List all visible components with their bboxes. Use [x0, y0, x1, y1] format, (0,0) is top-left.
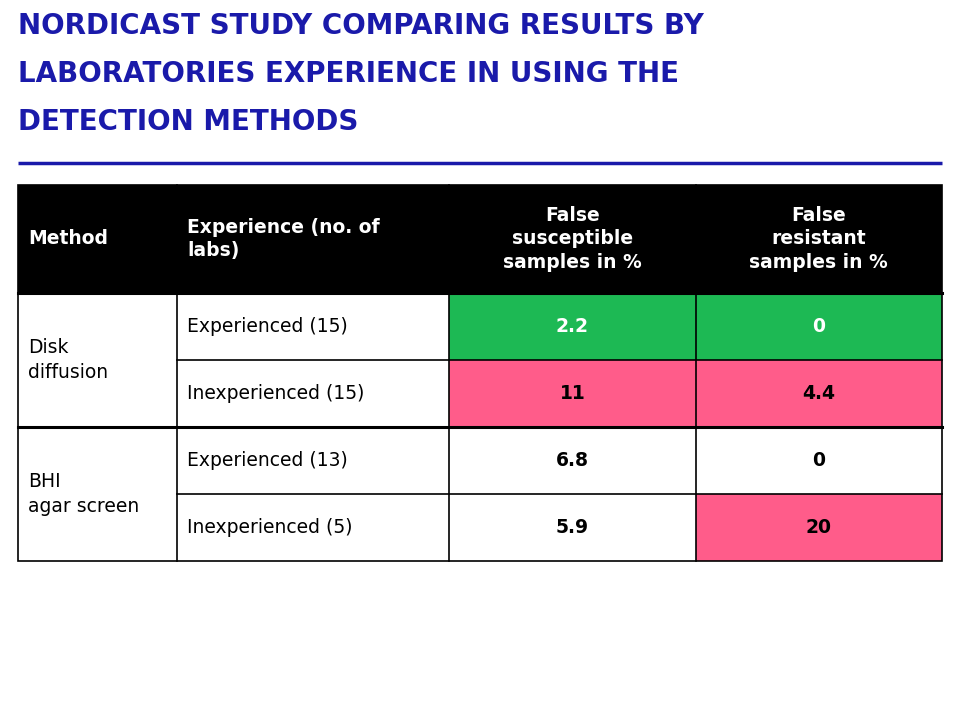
Text: Experienced (15): Experienced (15) — [187, 317, 348, 336]
Text: Disk
diffusion: Disk diffusion — [28, 338, 108, 382]
Bar — [696, 293, 942, 360]
Text: Inexperienced (15): Inexperienced (15) — [187, 384, 365, 403]
Bar — [449, 293, 696, 360]
Bar — [18, 185, 942, 561]
Bar — [178, 427, 449, 494]
Bar — [696, 494, 942, 561]
Text: 20: 20 — [805, 518, 831, 537]
Bar — [18, 427, 178, 494]
Bar — [449, 494, 696, 561]
Text: LABORATORIES EXPERIENCE IN USING THE: LABORATORIES EXPERIENCE IN USING THE — [18, 60, 679, 88]
Text: Experience (no. of
labs): Experience (no. of labs) — [187, 218, 380, 260]
Text: False
susceptible
samples in %: False susceptible samples in % — [503, 206, 642, 272]
Bar — [696, 427, 942, 494]
Text: False
resistant
samples in %: False resistant samples in % — [750, 206, 888, 272]
Text: BHI
agar screen: BHI agar screen — [28, 472, 139, 516]
Text: 5.9: 5.9 — [556, 518, 589, 537]
Bar — [178, 360, 449, 427]
Text: 11: 11 — [560, 384, 586, 403]
Text: Experienced (13): Experienced (13) — [187, 451, 348, 470]
Text: NORDICAST STUDY COMPARING RESULTS BY: NORDICAST STUDY COMPARING RESULTS BY — [18, 12, 704, 40]
Text: Method: Method — [28, 230, 108, 248]
Bar — [18, 185, 942, 293]
Bar — [449, 360, 696, 427]
Text: DETECTION METHODS: DETECTION METHODS — [18, 108, 358, 136]
Bar — [18, 293, 178, 360]
Text: 0: 0 — [812, 451, 826, 470]
Text: 4.4: 4.4 — [803, 384, 835, 403]
Bar — [18, 494, 178, 561]
Text: Inexperienced (5): Inexperienced (5) — [187, 518, 352, 537]
Text: 2.2: 2.2 — [556, 317, 588, 336]
Bar — [449, 427, 696, 494]
Bar — [178, 494, 449, 561]
Text: 6.8: 6.8 — [556, 451, 588, 470]
Bar — [178, 293, 449, 360]
Bar — [18, 360, 178, 427]
Bar — [696, 360, 942, 427]
Text: 0: 0 — [812, 317, 826, 336]
